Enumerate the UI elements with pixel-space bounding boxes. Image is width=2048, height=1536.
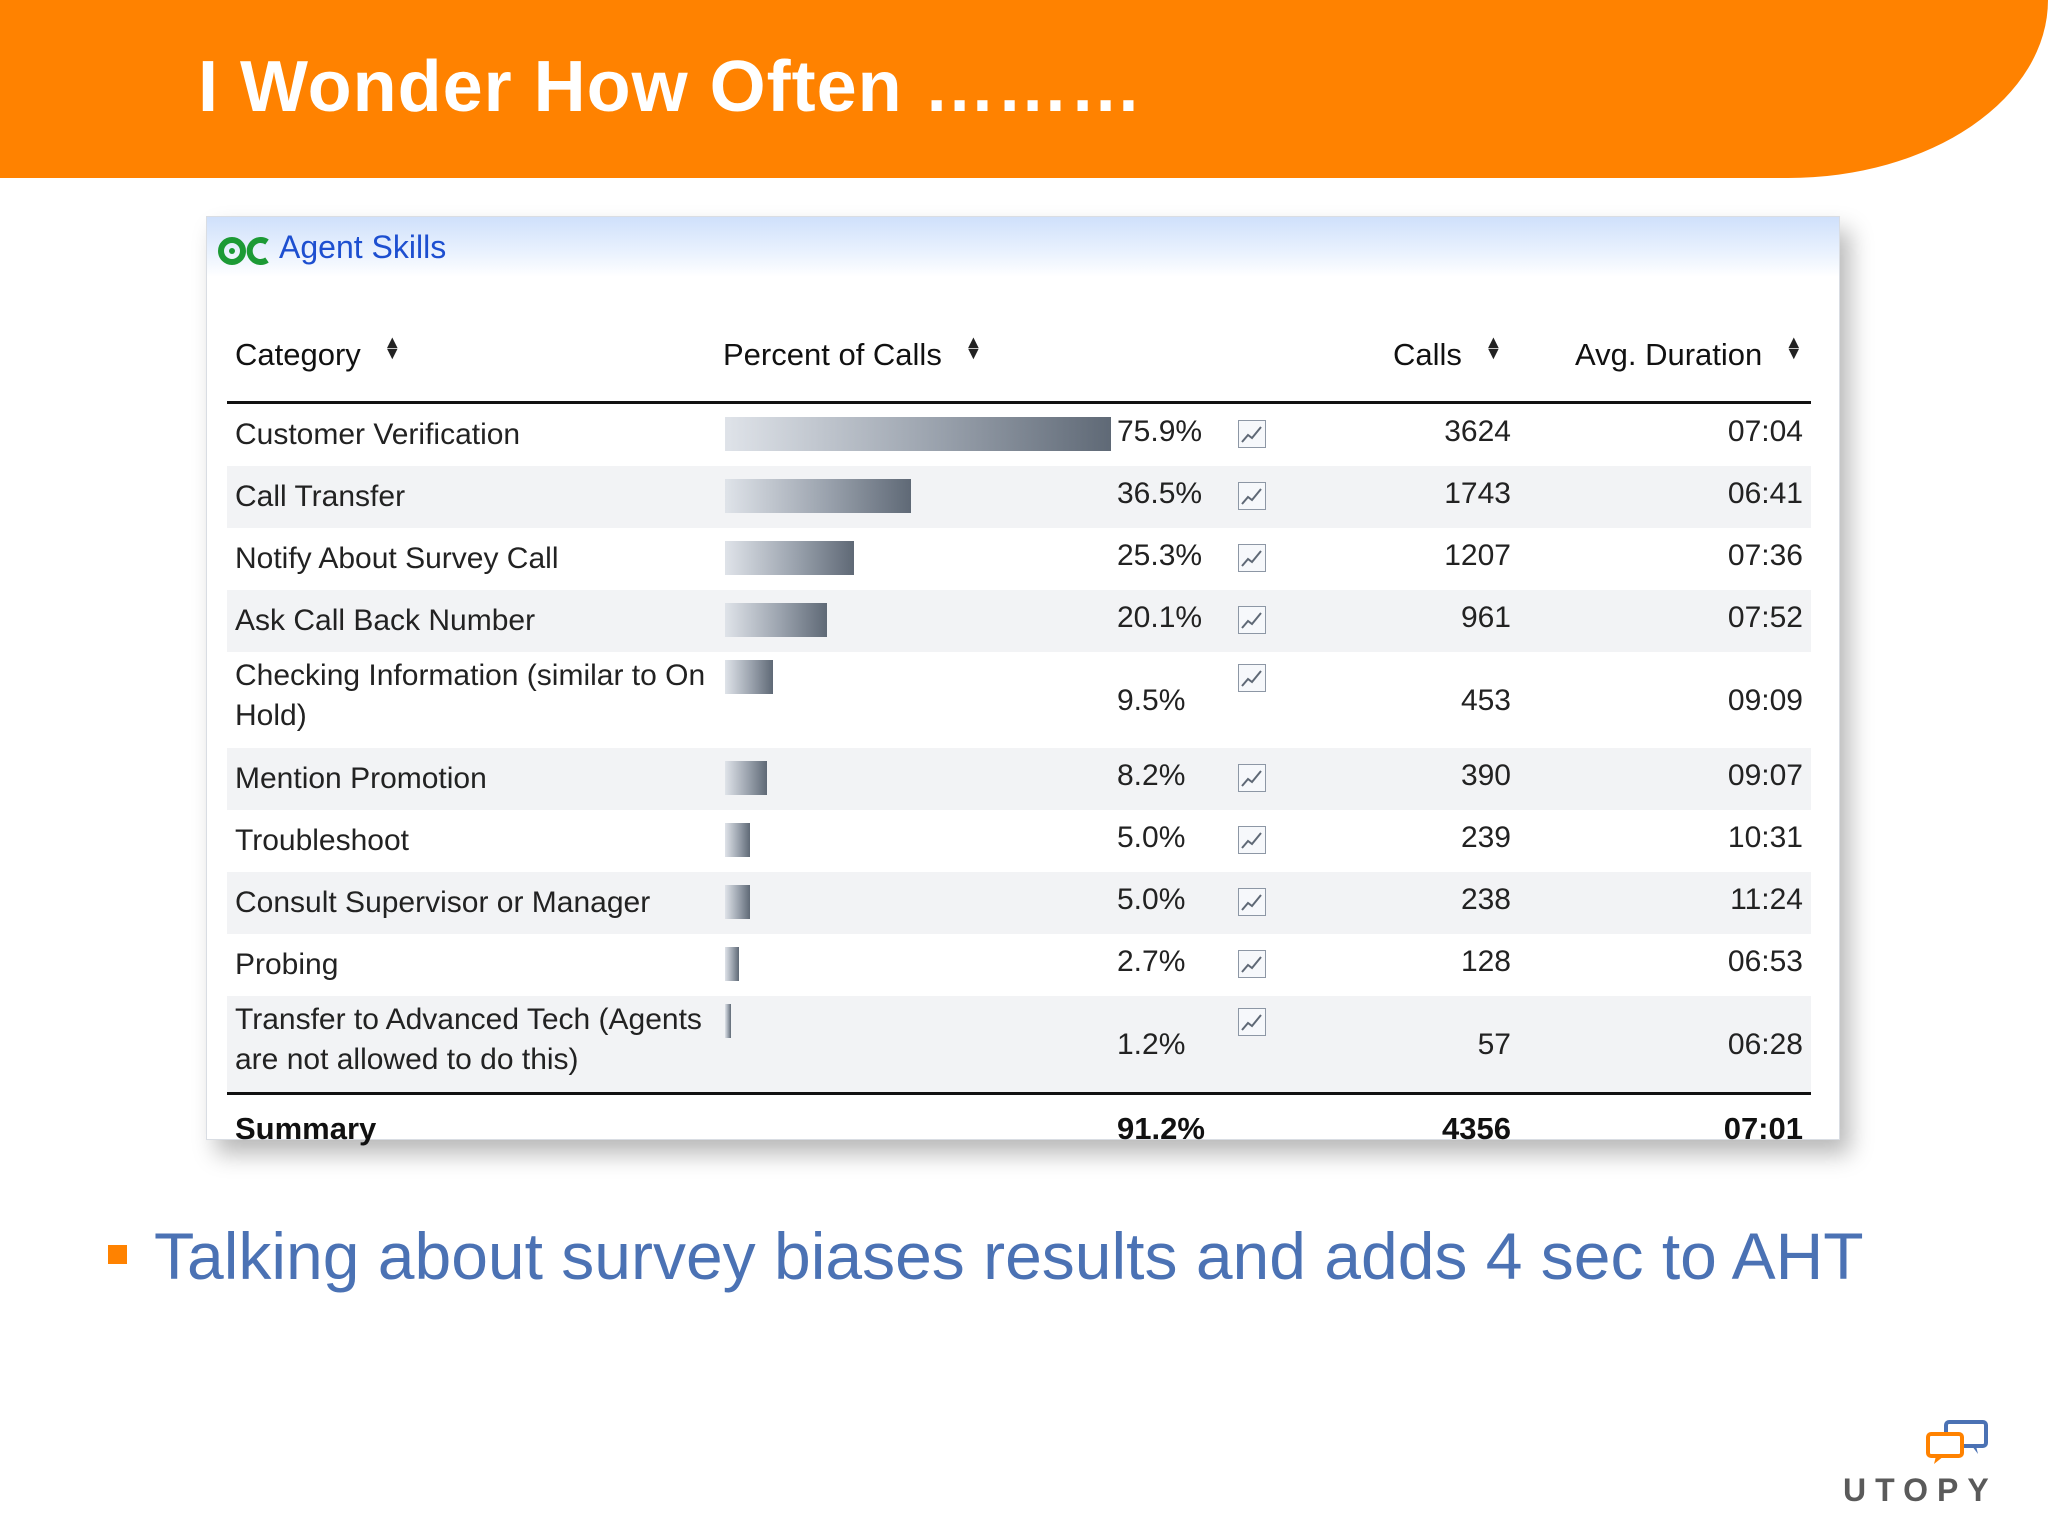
- row-category: Checking Information (similar to On Hold…: [235, 659, 706, 732]
- percent-bar: [725, 947, 739, 981]
- percent-bar: [725, 885, 750, 919]
- percent-bar: [725, 660, 773, 694]
- sort-icon[interactable]: ▲ ▼: [383, 332, 402, 363]
- row-category: Notify About Survey Call: [235, 542, 559, 575]
- row-category: Transfer to Advanced Tech (Agents are no…: [235, 1003, 702, 1076]
- trend-chart-icon[interactable]: [1238, 764, 1266, 792]
- percent-bar: [725, 761, 767, 795]
- table-row[interactable]: Transfer to Advanced Tech (Agents are no…: [227, 996, 1811, 1092]
- row-duration: 07:36: [1727, 539, 1803, 572]
- row-calls: 238: [1460, 883, 1511, 916]
- skills-table: Category ▲ ▼ Percent of Calls ▲ ▼ Calls ▲ ▼…: [227, 313, 1811, 1167]
- row-category: Call Transfer: [235, 480, 406, 513]
- table-body: Customer Verification 75.9% 3624 07:04 Call …: [227, 404, 1811, 1092]
- table-row[interactable]: Call Transfer 36.5% 1743 06:41: [227, 466, 1811, 528]
- row-duration: 06:28: [1727, 1028, 1803, 1061]
- row-calls: 57: [1477, 1028, 1511, 1061]
- row-calls: 1743: [1444, 477, 1511, 510]
- row-category: Consult Supervisor or Manager: [235, 886, 651, 919]
- row-percent: 8.2%: [1117, 759, 1186, 792]
- trend-chart-icon[interactable]: [1238, 950, 1266, 978]
- row-percent: 25.3%: [1117, 539, 1203, 572]
- col-duration-header[interactable]: Avg. Duration ▲ ▼: [1575, 332, 1803, 372]
- table-row[interactable]: Troubleshoot 5.0% 239 10:31: [227, 810, 1811, 872]
- row-calls: 1207: [1444, 539, 1511, 572]
- row-percent: 2.7%: [1117, 945, 1186, 978]
- col-category-header[interactable]: Category ▲ ▼: [235, 332, 402, 372]
- row-percent: 5.0%: [1117, 821, 1186, 854]
- row-category: Customer Verification: [235, 418, 521, 451]
- row-duration: 07:04: [1727, 415, 1803, 448]
- trend-chart-icon[interactable]: [1238, 1008, 1266, 1036]
- summary-duration: 07:01: [1723, 1111, 1803, 1146]
- trend-chart-icon[interactable]: [1238, 826, 1266, 854]
- trend-chart-icon[interactable]: [1238, 544, 1266, 572]
- table-header: Category ▲ ▼ Percent of Calls ▲ ▼ Calls ▲ ▼…: [227, 313, 1811, 404]
- row-calls: 453: [1460, 684, 1511, 717]
- row-duration: 09:09: [1727, 684, 1803, 717]
- row-duration: 07:52: [1727, 601, 1803, 634]
- percent-bar: [725, 417, 1111, 451]
- row-percent: 20.1%: [1117, 601, 1203, 634]
- row-percent: 1.2%: [1117, 1028, 1186, 1061]
- bullet-marker: [108, 1245, 127, 1264]
- table-row[interactable]: Mention Promotion 8.2% 390 09:07: [227, 748, 1811, 810]
- row-category: Mention Promotion: [235, 762, 487, 795]
- table-row[interactable]: Customer Verification 75.9% 3624 07:04: [227, 404, 1811, 466]
- row-calls: 128: [1460, 945, 1511, 978]
- table-row[interactable]: Notify About Survey Call 25.3% 1207 07:36: [227, 528, 1811, 590]
- trend-chart-icon[interactable]: [1238, 888, 1266, 916]
- slide-title: I Wonder How Often ………: [198, 47, 1143, 127]
- agent-skills-widget: Agent Skills Category ▲ ▼ Percent of Call…: [206, 216, 1840, 1146]
- widget-header: Agent Skills: [207, 217, 1839, 277]
- table-row[interactable]: Ask Call Back Number 20.1% 961 07:52: [227, 590, 1811, 652]
- row-duration: 11:24: [1730, 883, 1803, 916]
- row-percent: 36.5%: [1117, 477, 1203, 510]
- row-calls: 961: [1460, 601, 1511, 634]
- title-banner: I Wonder How Often ………: [0, 0, 2048, 178]
- row-duration: 06:41: [1727, 477, 1803, 510]
- sort-icon[interactable]: ▲ ▼: [964, 332, 983, 363]
- trend-chart-icon[interactable]: [1238, 664, 1266, 692]
- row-calls: 3624: [1444, 415, 1511, 448]
- table-row[interactable]: Consult Supervisor or Manager 5.0% 238 11:2…: [227, 872, 1811, 934]
- row-percent: 75.9%: [1117, 415, 1203, 448]
- row-calls: 390: [1460, 759, 1511, 792]
- sort-icon[interactable]: ▲ ▼: [1784, 332, 1803, 363]
- percent-bar: [725, 479, 911, 513]
- percent-bar: [725, 823, 750, 857]
- brand-logo: UTOPY: [1843, 1472, 1998, 1508]
- widget-title: Agent Skills: [279, 229, 447, 265]
- percent-bar: [725, 603, 827, 637]
- row-percent: 9.5%: [1117, 684, 1186, 717]
- bullet-text: Talking about survey biases results and …: [154, 1219, 1864, 1293]
- row-duration: 06:53: [1727, 945, 1803, 978]
- summary-percent: 91.2%: [1117, 1111, 1205, 1146]
- percent-bar: [725, 1004, 731, 1038]
- col-percent-header[interactable]: Percent of Calls ▲ ▼: [723, 332, 983, 372]
- row-category: Ask Call Back Number: [235, 604, 536, 637]
- widget-logo-icon: [218, 237, 269, 265]
- row-percent: 5.0%: [1117, 883, 1186, 916]
- row-duration: 10:31: [1727, 821, 1803, 854]
- percent-bar: [725, 541, 854, 575]
- sort-icon[interactable]: ▲ ▼: [1484, 332, 1503, 363]
- trend-chart-icon[interactable]: [1238, 482, 1266, 510]
- summary-calls: 4356: [1442, 1111, 1511, 1146]
- summary-label: Summary: [235, 1111, 377, 1146]
- speech-bubbles-icon: [1926, 1420, 1988, 1464]
- row-calls: 239: [1460, 821, 1511, 854]
- col-calls-header[interactable]: Calls ▲ ▼: [1393, 332, 1503, 372]
- trend-chart-icon[interactable]: [1238, 420, 1266, 448]
- summary-row: Summary 91.2% 4356 07:01: [227, 1092, 1811, 1167]
- row-duration: 09:07: [1727, 759, 1803, 792]
- row-category: Probing: [235, 948, 339, 981]
- table-row[interactable]: Probing 2.7% 128 06:53: [227, 934, 1811, 996]
- table-row[interactable]: Checking Information (similar to On Hold…: [227, 652, 1811, 748]
- row-category: Troubleshoot: [235, 824, 409, 857]
- trend-chart-icon[interactable]: [1238, 606, 1266, 634]
